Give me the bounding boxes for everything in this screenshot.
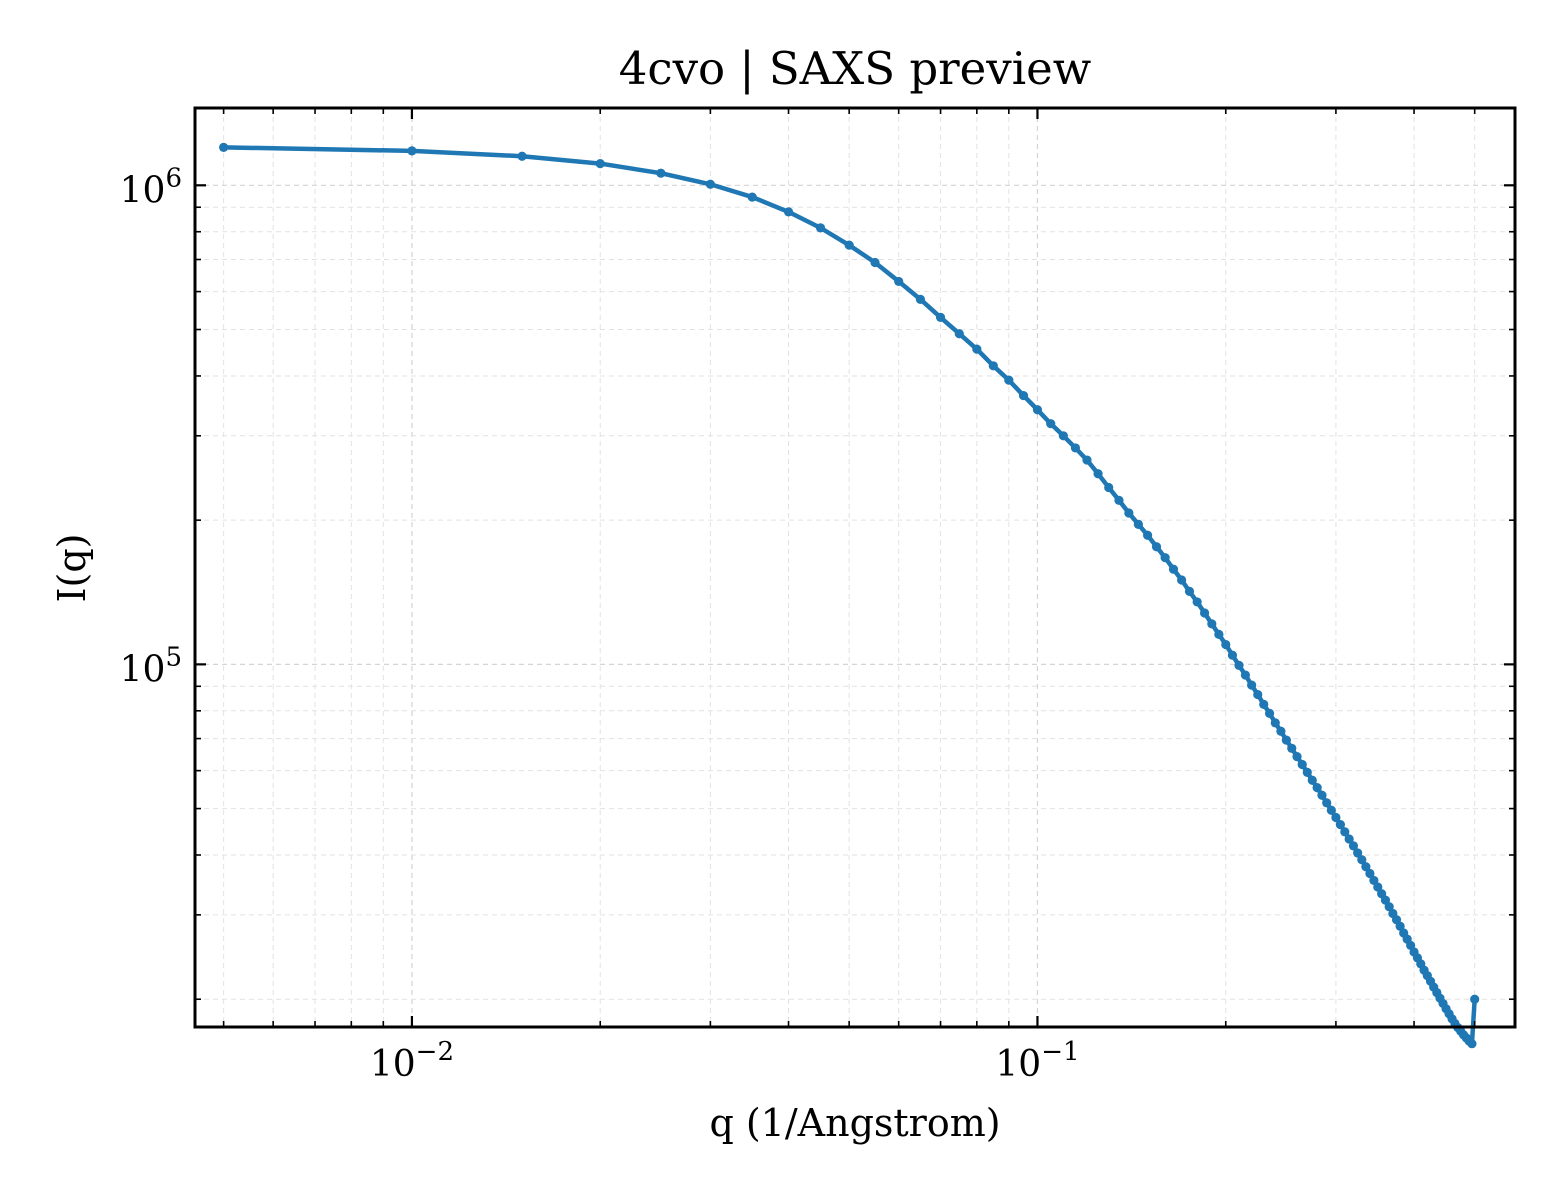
data-point	[1340, 827, 1350, 837]
data-point	[1184, 586, 1195, 597]
data-point	[1312, 783, 1322, 793]
data-point	[1199, 608, 1210, 618]
data-point	[1124, 508, 1134, 518]
data-point	[1361, 862, 1371, 872]
data-point	[1297, 759, 1307, 770]
data-point	[1353, 848, 1363, 858]
data-point	[517, 151, 527, 161]
data-point	[1214, 629, 1224, 639]
data-point	[972, 344, 982, 354]
data-point	[1114, 495, 1124, 505]
data-point	[1253, 689, 1263, 700]
data-point	[1093, 469, 1103, 479]
data-point	[747, 192, 757, 202]
data-point	[1160, 553, 1170, 563]
data-point	[1177, 575, 1187, 585]
data-point	[815, 223, 826, 233]
data-point	[595, 158, 605, 169]
data-point	[1264, 708, 1275, 719]
data-point	[1070, 443, 1081, 453]
data-point	[705, 179, 715, 189]
data-point	[1467, 1039, 1477, 1049]
data-point	[1470, 994, 1480, 1004]
y-tick-label: 105	[120, 642, 182, 690]
data-point	[1018, 390, 1029, 401]
data-point	[783, 207, 794, 217]
data-point	[1247, 680, 1257, 690]
data-point	[1322, 798, 1332, 808]
grid	[195, 108, 1515, 1027]
data-point	[407, 146, 417, 156]
y-tick-label: 106	[120, 163, 182, 211]
data-point	[1326, 805, 1336, 815]
data-point	[1348, 841, 1359, 851]
data-point	[1004, 375, 1014, 385]
plot-frame	[193, 106, 1517, 1029]
data-point	[656, 168, 666, 178]
data-point	[1317, 790, 1327, 800]
data-point	[1384, 902, 1394, 912]
data-point	[1302, 767, 1312, 777]
data-point	[1276, 726, 1286, 736]
data-point	[1082, 455, 1092, 465]
data-point	[1281, 735, 1291, 745]
data-point	[1192, 597, 1202, 607]
chart-title: 4cvo | SAXS preview	[619, 42, 1092, 95]
x-tick-label: 10−1	[995, 1037, 1079, 1085]
data-point	[844, 240, 854, 250]
data-point	[219, 142, 229, 152]
data-point	[1259, 699, 1269, 709]
data-point	[1143, 530, 1153, 540]
data-point	[1221, 639, 1231, 650]
data-point	[1287, 743, 1297, 753]
data-point	[1168, 564, 1179, 574]
data-point	[1373, 882, 1383, 892]
data-point	[1234, 660, 1244, 671]
data-point	[1331, 812, 1341, 823]
x-axis-label: q (1/Angstrom)	[709, 1101, 1000, 1145]
data-point	[1270, 718, 1280, 728]
x-tick-label: 10−2	[370, 1037, 454, 1085]
y-axis-label: I(q)	[50, 534, 94, 603]
data-point	[1032, 405, 1043, 415]
data-point	[1292, 751, 1302, 762]
tick-labels: 10−2 10−1 105 106	[120, 163, 1080, 1085]
data-point	[1344, 834, 1354, 844]
data-point	[1104, 482, 1114, 493]
data-point	[1046, 419, 1056, 429]
data-point	[954, 329, 964, 339]
axis-ticks	[195, 108, 1515, 1027]
data-point	[1133, 519, 1143, 529]
data-point	[1307, 775, 1317, 785]
data-point	[1227, 650, 1238, 660]
data-point	[1357, 855, 1367, 865]
data-point	[915, 294, 926, 304]
data-point	[1240, 670, 1251, 680]
plot-series	[219, 142, 1480, 1049]
data-point	[1151, 542, 1162, 552]
data-point	[894, 276, 904, 287]
data-point	[1058, 431, 1068, 441]
data-point	[988, 361, 998, 371]
data-point	[1335, 819, 1345, 830]
data-point	[935, 312, 946, 322]
data-point	[870, 257, 880, 268]
data-point	[1207, 619, 1217, 629]
data-point	[1365, 868, 1375, 879]
